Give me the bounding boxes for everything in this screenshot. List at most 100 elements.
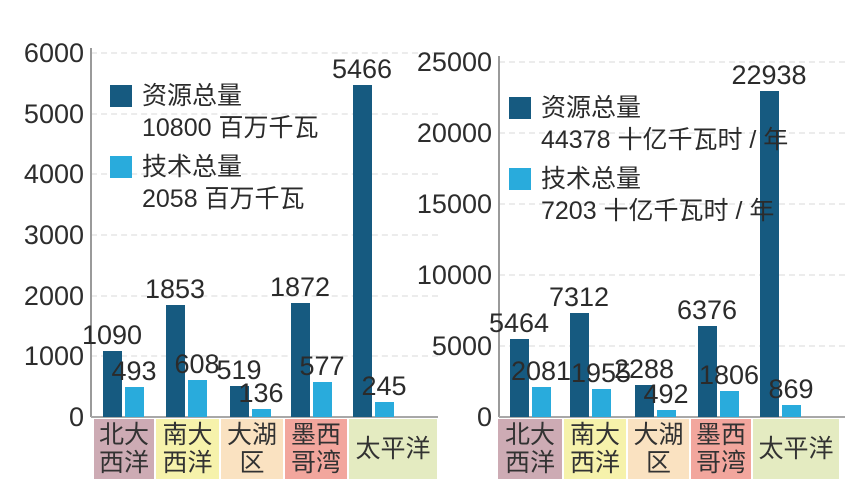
y-tick-label: 6000 [23,37,84,68]
resource-bar [759,91,779,417]
y-tick-label: 15000 [416,189,492,219]
gridline [499,61,845,63]
legend: 资源总量 10800 百万千瓦 技术总量 2058 百万千瓦 [110,80,318,215]
category-label-line: 哥湾 [695,449,746,477]
category-label-line: 西洋 [569,449,620,477]
gridline [499,345,845,347]
category-label-line: 南大 [162,421,213,449]
gridline [499,132,845,134]
bar-value-label: 5464 [488,308,550,339]
legend-series-total: 44378 十亿千瓦时 / 年 [541,126,789,154]
resource-bar [290,303,310,417]
category-label: 太平洋 [753,419,839,479]
category-label: 北大 西洋 [94,419,154,479]
category-label-line: 区 [239,449,265,477]
legend-item: 资源总量 10800 百万千瓦 [110,80,318,144]
bar-value-label: 577 [299,350,345,381]
gridline [499,203,845,205]
bar-value-label: 1806 [698,360,760,391]
category-label-line: 区 [645,449,671,477]
bar-value-label: 5466 [331,54,393,85]
bar-value-label: 7312 [548,282,610,313]
category-label: 大湖区 [628,419,689,479]
technical-bar [312,381,332,417]
bar-value-label: 1872 [269,272,331,303]
resource-bar [697,326,717,417]
bar-value-label: 136 [238,377,284,408]
technical-bar [591,389,611,417]
legend-text: 技术总量 2058 百万千瓦 [142,151,305,215]
legend-series-total: 2058 百万千瓦 [142,185,305,213]
category-label-line: 大湖 [226,421,277,449]
resource-bar [352,85,372,417]
technical-bar [781,404,801,417]
legend-series-name: 技术总量 [541,165,642,193]
category-label: 大湖区 [221,419,283,479]
technical-bar [187,380,207,417]
technical-legend-swatch [110,156,132,178]
legend-text: 技术总量 7203 十亿千瓦时 / 年 [541,163,774,227]
category-label: 南大 西洋 [156,419,219,479]
resource-bar [569,313,589,417]
category-label-line: 西洋 [162,449,213,477]
x-axis-line [499,416,845,418]
category-label: 北大 西洋 [498,419,562,479]
legend-item: 技术总量 7203 十亿千瓦时 / 年 [509,163,788,227]
category-label-line: 墨西 [290,421,341,449]
y-axis-line [498,56,500,417]
category-label-line: 南大 [569,421,620,449]
bar-value-label: 22938 [731,60,807,91]
category-label-line: 太平洋 [355,435,431,463]
y-tick-label: 5000 [23,98,84,129]
category-label-line: 大湖 [633,421,684,449]
y-tick-label: 0 [68,402,84,432]
resource-bar [509,339,529,417]
legend-series-name: 资源总量 [541,94,642,122]
technical-bar [124,387,144,417]
category-label-line: 西洋 [504,449,555,477]
bar-value-label: 2081 [510,356,572,387]
category-label: 南大 西洋 [564,419,626,479]
legend-series-name: 资源总量 [142,82,243,110]
y-tick-label: 5000 [431,331,492,361]
category-label-line: 哥湾 [290,449,341,477]
legend-series-name: 技术总量 [142,153,243,181]
x-axis-line [91,416,438,418]
bar-value-label: 6376 [676,295,738,326]
resource-bar [229,385,249,417]
bar-value-label: 1955 [570,358,632,389]
bar-value-label: 2288 [613,353,675,384]
technical-bar [374,402,394,417]
gridline [91,294,438,297]
legend-text: 资源总量 44378 十亿千瓦时 / 年 [541,92,788,156]
bar-value-label: 1853 [144,273,206,304]
y-tick-label: 1000 [23,341,84,372]
gridline [91,51,438,54]
y-tick-label: 0 [476,402,492,432]
gridline [499,274,845,276]
legend-item: 资源总量 44378 十亿千瓦时 / 年 [509,92,788,156]
bar-value-label: 245 [361,371,407,402]
bar-value-label: 869 [768,373,814,404]
category-label-line: 太平洋 [758,435,834,463]
category-label: 太平洋 [349,419,437,479]
legend-series-total: 7203 十亿千瓦时 / 年 [541,197,775,225]
resource-legend-swatch [110,85,132,107]
technical-bar [251,408,271,417]
category-label-line: 西洋 [98,449,149,477]
legend-item: 技术总量 2058 百万千瓦 [110,151,318,215]
category-label-line: 北大 [98,421,149,449]
y-tick-label: 3000 [23,219,84,250]
category-label: 墨西 哥湾 [285,419,347,479]
technical-bar [719,391,739,417]
resource-bar [165,304,185,417]
bar-value-label: 492 [643,379,689,409]
y-tick-label: 25000 [416,47,492,77]
y-tick-label: 2000 [23,280,84,311]
gridline [91,173,438,176]
legend-series-total: 10800 百万千瓦 [142,114,319,142]
resource-bar [634,384,654,417]
